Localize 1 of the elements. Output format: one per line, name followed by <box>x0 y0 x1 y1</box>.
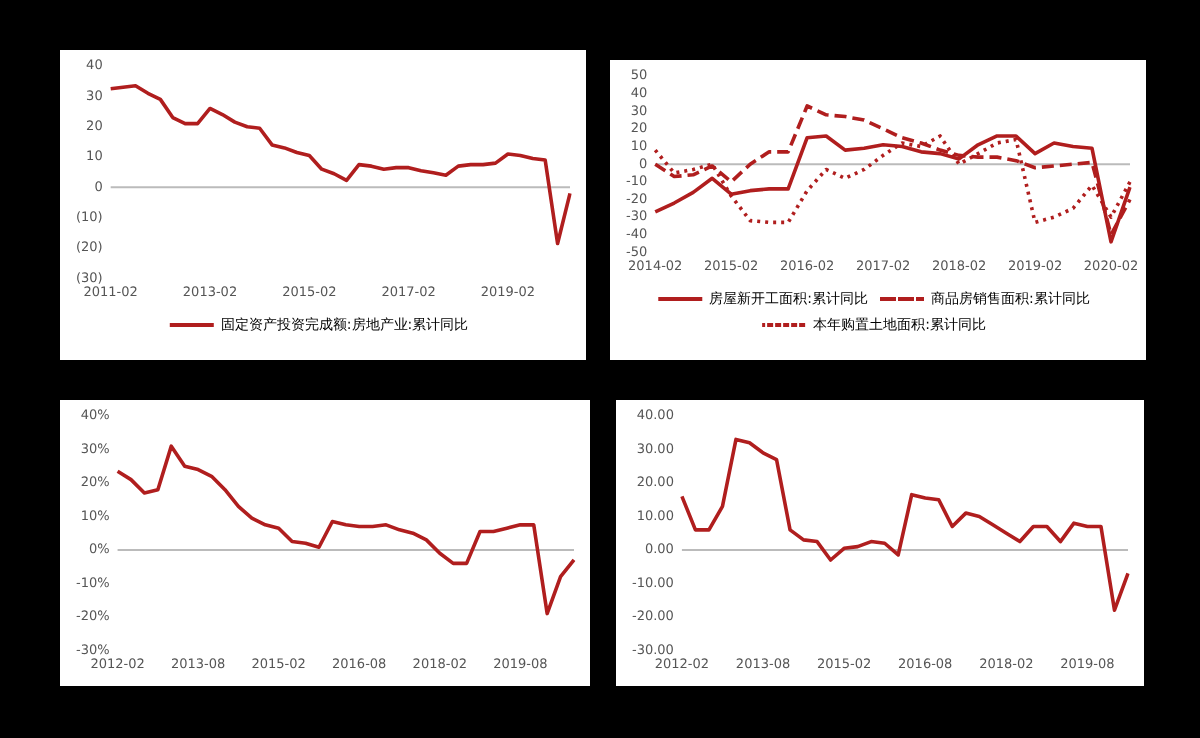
line-series <box>653 104 1132 237</box>
